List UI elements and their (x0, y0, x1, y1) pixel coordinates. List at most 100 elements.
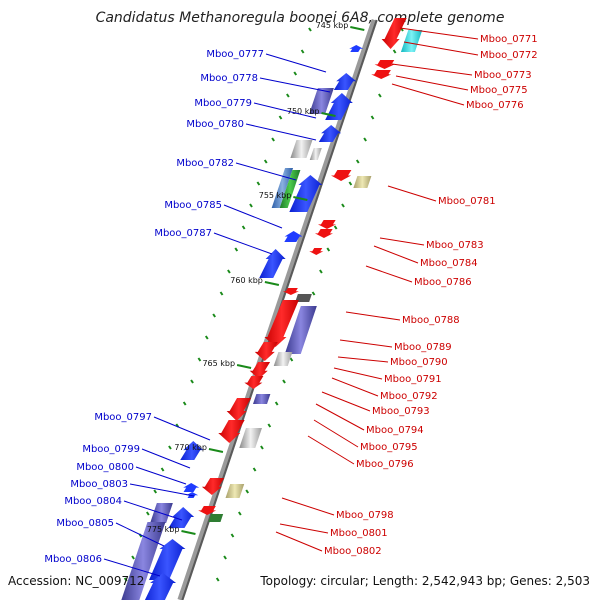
gene-label[interactable]: Mboo_0785 (164, 200, 222, 211)
gene-mboo-0802[interactable] (208, 514, 224, 522)
gene-mboo-0804[interactable] (168, 507, 195, 528)
gene-label[interactable]: Mboo_0793 (372, 406, 430, 417)
gene-mboo-0784[interactable] (314, 229, 333, 238)
right-gene-label-group[interactable]: Mboo_0783 (379, 237, 484, 251)
right-gene-label-group[interactable]: Mboo_0784 (373, 245, 478, 269)
gene-mboo-0800[interactable] (183, 483, 200, 492)
right-gene-label-group[interactable]: Mboo_0789 (339, 339, 452, 353)
gene-label[interactable]: Mboo_0786 (414, 277, 472, 288)
left-gene-label-group[interactable]: Mboo_0805 (56, 518, 165, 547)
gene-label[interactable]: Mboo_0789 (394, 342, 452, 353)
left-gene-label-group[interactable]: Mboo_0804 (64, 496, 183, 521)
gene-label[interactable]: Mboo_0803 (70, 479, 128, 490)
gene-label[interactable]: Mboo_0805 (56, 518, 114, 529)
left-gene-label-group[interactable]: Mboo_0806 (44, 554, 161, 577)
left-gene-label-group[interactable]: Mboo_0803 (70, 479, 195, 497)
gene-mboo-0801[interactable] (198, 506, 217, 515)
gene-mboo-0805[interactable] (149, 539, 186, 580)
gene-mboo-0788-dark[interactable] (295, 294, 312, 302)
left-gene-label-group[interactable]: Mboo_0797 (94, 412, 211, 441)
gene-label[interactable]: Mboo_0802 (324, 546, 382, 557)
left-gene-label-group[interactable]: Mboo_0782 (176, 158, 297, 181)
gene-mboo-0780[interactable] (318, 125, 342, 142)
gene-mboo-0790[interactable] (273, 352, 293, 366)
left-gene-label-group[interactable]: Mboo_0779 (194, 98, 317, 119)
gene-label[interactable]: Mboo_0799 (82, 444, 140, 455)
gene-label[interactable]: Mboo_0777 (206, 49, 264, 60)
gene-label[interactable]: Mboo_0801 (330, 528, 388, 539)
right-gene-label-group[interactable]: Mboo_0773 (391, 63, 532, 81)
gene-mboo-0797[interactable] (180, 441, 204, 460)
gene-mboo-0788[interactable] (264, 300, 299, 347)
right-gene-label-group[interactable]: Mboo_0771 (399, 27, 538, 45)
gene-label[interactable]: Mboo_0775 (470, 85, 528, 96)
gene-mboo-0779-purple[interactable] (309, 88, 334, 114)
gene-label[interactable]: Mboo_0804 (64, 496, 122, 507)
gene-label[interactable]: Mboo_0794 (366, 425, 424, 436)
gene-label[interactable]: Mboo_0792 (380, 391, 438, 402)
gene-label[interactable]: Mboo_0781 (438, 196, 496, 207)
gene-label[interactable]: Mboo_0800 (76, 462, 134, 473)
gene-label[interactable]: Mboo_0795 (360, 442, 418, 453)
gene-mboo-0792-purple[interactable] (253, 394, 271, 404)
gene-label[interactable]: Mboo_0787 (154, 228, 212, 239)
right-gene-label-group[interactable]: Mboo_0786 (365, 265, 472, 288)
gene-label[interactable]: Mboo_0779 (194, 98, 252, 109)
gene-mboo-0791[interactable] (249, 362, 271, 379)
gene-label[interactable]: Mboo_0776 (466, 100, 524, 111)
gene-label[interactable]: Mboo_0782 (176, 158, 234, 169)
gene-mboo-0778[interactable] (333, 73, 357, 90)
gene-mboo-0772[interactable] (400, 30, 423, 52)
right-gene-label-group[interactable]: Mboo_0772 (403, 41, 538, 61)
gene-label[interactable]: Mboo_0791 (384, 374, 442, 385)
left-gene-label-group[interactable]: Mboo_0777 (206, 49, 327, 73)
gene-mboo-0781-red[interactable] (331, 170, 352, 181)
right-gene-label-group[interactable]: Mboo_0795 (313, 419, 418, 453)
gene-label[interactable]: Mboo_0773 (474, 70, 532, 81)
right-gene-label-group[interactable]: Mboo_0793 (321, 391, 430, 417)
left-gene-label-group[interactable]: Mboo_0787 (154, 228, 273, 255)
gene-mboo-0780-gray2[interactable] (309, 148, 322, 160)
gene-mboo-0798-red[interactable] (201, 478, 225, 495)
gene-mboo-0785[interactable] (284, 231, 303, 242)
gene-label[interactable]: Mboo_0790 (390, 357, 448, 368)
right-gene-label-group[interactable]: Mboo_0781 (387, 185, 496, 207)
right-gene-label-group[interactable]: Mboo_0792 (331, 377, 438, 402)
gene-label[interactable]: Mboo_0772 (480, 50, 538, 61)
gene-mboo-0789[interactable] (284, 306, 317, 354)
right-gene-label-group[interactable]: Mboo_0802 (275, 531, 382, 557)
left-gene-label-group[interactable]: Mboo_0780 (186, 119, 317, 141)
gene-mboo-0803[interactable] (186, 492, 199, 498)
gene-mboo-0780-gray[interactable] (290, 140, 313, 158)
gene-mboo-0794[interactable] (218, 420, 245, 443)
left-gene-label-group[interactable]: Mboo_0778 (200, 73, 331, 93)
gene-mboo-0779[interactable] (325, 93, 353, 120)
right-gene-label-group[interactable]: Mboo_0796 (307, 435, 414, 470)
gene-mboo-0788-a[interactable] (282, 288, 299, 295)
gene-mboo-0773[interactable] (374, 60, 395, 69)
right-gene-label-group[interactable]: Mboo_0775 (395, 75, 528, 96)
gene-mboo-0781[interactable] (353, 176, 372, 188)
gene-mboo-0790-red[interactable] (254, 342, 278, 361)
gene-label[interactable]: Mboo_0798 (336, 510, 394, 521)
gene-mboo-0792[interactable] (244, 376, 264, 389)
right-gene-label-group[interactable]: Mboo_0791 (333, 367, 442, 385)
right-gene-label-group[interactable]: Mboo_0776 (391, 83, 524, 111)
gene-label[interactable]: Mboo_0788 (402, 315, 460, 326)
gene-label[interactable]: Mboo_0806 (44, 554, 102, 565)
gene-mboo-0798[interactable] (225, 484, 245, 498)
gene-label[interactable]: Mboo_0778 (200, 73, 258, 84)
left-gene-label-group[interactable]: Mboo_0785 (164, 200, 283, 229)
gene-label[interactable]: Mboo_0796 (356, 459, 414, 470)
right-gene-label-group[interactable]: Mboo_0790 (337, 356, 448, 368)
gene-label[interactable]: Mboo_0771 (480, 34, 538, 45)
right-gene-label-group[interactable]: Mboo_0794 (315, 403, 424, 436)
gene-mboo-0786[interactable] (309, 248, 324, 255)
gene-label[interactable]: Mboo_0784 (420, 258, 478, 269)
left-gene-label-group[interactable]: Mboo_0800 (76, 462, 187, 485)
gene-label[interactable]: Mboo_0783 (426, 240, 484, 251)
gene-mboo-0787[interactable] (259, 249, 286, 278)
gene-mboo-0777[interactable] (349, 45, 364, 52)
right-gene-label-group[interactable]: Mboo_0798 (281, 497, 394, 521)
gene-label[interactable]: Mboo_0797 (94, 412, 152, 423)
